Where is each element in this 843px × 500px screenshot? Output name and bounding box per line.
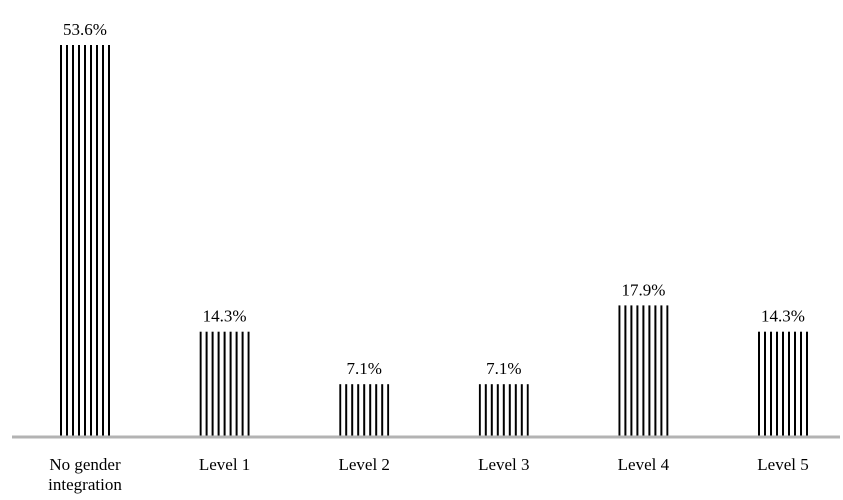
category-label-line: Level 1: [199, 455, 250, 474]
category-label-line: Level 3: [478, 455, 529, 474]
category-label-2: Level 1: [199, 455, 250, 474]
bar-5: [618, 305, 669, 436]
bars-group: [60, 45, 808, 436]
value-label-5: 17.9%: [621, 280, 665, 299]
category-label-line: Level 5: [757, 455, 808, 474]
bar-1: [60, 45, 110, 436]
value-label-4: 7.1%: [486, 359, 521, 378]
category-labels-group: No gender integration Level 1 Level 2 Level …: [48, 455, 809, 494]
category-label-1: No gender integration: [48, 455, 122, 494]
value-labels-group: 53.6% 14.3% 7.1% 7.1% 17.9% 14.3%: [63, 20, 805, 378]
value-label-6: 14.3%: [761, 307, 805, 326]
category-label-3: Level 2: [338, 455, 389, 474]
category-label-line: Level 2: [338, 455, 389, 474]
bar-2: [199, 331, 250, 436]
bar-3: [339, 384, 390, 436]
category-label-6: Level 5: [757, 455, 808, 474]
value-label-2: 14.3%: [203, 307, 247, 326]
category-label-4: Level 3: [478, 455, 529, 474]
category-label-line: Level 4: [618, 455, 670, 474]
bar-6: [758, 331, 808, 436]
category-label-line: integration: [48, 475, 122, 494]
category-label-line: No gender: [49, 455, 121, 474]
value-label-3: 7.1%: [346, 359, 381, 378]
value-label-1: 53.6%: [63, 20, 107, 39]
bar-4: [478, 384, 529, 436]
category-label-5: Level 4: [618, 455, 670, 474]
